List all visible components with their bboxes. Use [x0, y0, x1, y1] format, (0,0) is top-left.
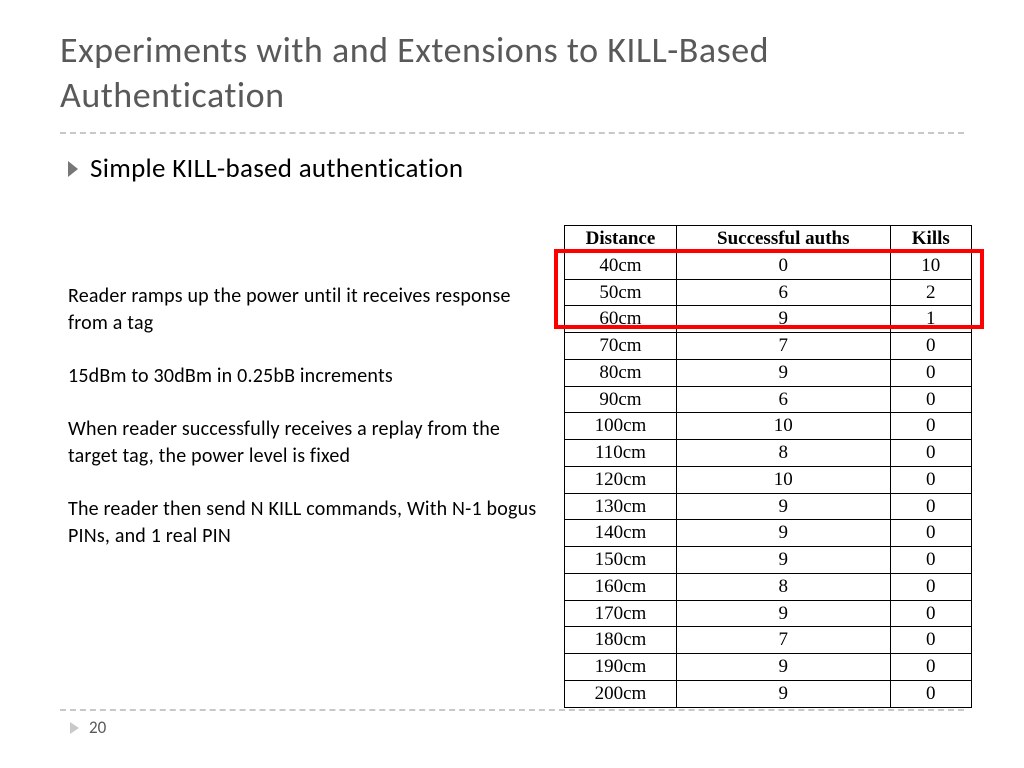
table-row: 70cm70	[565, 333, 972, 360]
bullet-item: Simple KILL-based authentication	[0, 134, 1024, 185]
table-cell: 120cm	[565, 466, 677, 493]
table-cell: 70cm	[565, 333, 677, 360]
table-row: 160cm80	[565, 573, 972, 600]
table-cell: 0	[890, 466, 971, 493]
paragraph-2: 15dBm to 30dBm in 0.25bB increments	[68, 363, 538, 390]
table-cell: 90cm	[565, 386, 677, 413]
table-row: 40cm010	[565, 252, 972, 279]
table-cell: 10	[676, 413, 890, 440]
table-cell: 0	[890, 440, 971, 467]
bullet-text: Simple KILL-based authentication	[90, 152, 463, 185]
table-cell: 0	[890, 573, 971, 600]
table-cell: 80cm	[565, 359, 677, 386]
caret-right-icon	[68, 161, 78, 177]
page-number: 20	[89, 717, 106, 738]
table-cell: 9	[676, 306, 890, 333]
table-row: 170cm90	[565, 600, 972, 627]
table-cell: 100cm	[565, 413, 677, 440]
footer-divider	[60, 709, 964, 711]
table-cell: 0	[890, 520, 971, 547]
col-header-auths: Successful auths	[676, 226, 890, 253]
table-row: 110cm80	[565, 440, 972, 467]
table-cell: 60cm	[565, 306, 677, 333]
table-cell: 10	[890, 252, 971, 279]
table-cell: 180cm	[565, 627, 677, 654]
caret-right-icon	[70, 722, 79, 734]
footer: 20	[0, 709, 1024, 738]
table-cell: 0	[890, 386, 971, 413]
table-cell: 0	[890, 359, 971, 386]
table-cell: 200cm	[565, 680, 677, 707]
table-cell: 0	[890, 413, 971, 440]
table-cell: 0	[890, 680, 971, 707]
table-row: 80cm90	[565, 359, 972, 386]
table-cell: 0	[890, 547, 971, 574]
table-cell: 7	[676, 627, 890, 654]
slide-title: Experiments with and Extensions to KILL-…	[0, 0, 1024, 128]
table-cell: 0	[676, 252, 890, 279]
table-cell: 9	[676, 654, 890, 681]
table-row: 100cm100	[565, 413, 972, 440]
table-cell: 160cm	[565, 573, 677, 600]
table-cell: 6	[676, 279, 890, 306]
table-cell: 6	[676, 386, 890, 413]
table-cell: 40cm	[565, 252, 677, 279]
col-header-distance: Distance	[565, 226, 677, 253]
table-cell: 9	[676, 680, 890, 707]
table-cell: 50cm	[565, 279, 677, 306]
table-row: 150cm90	[565, 547, 972, 574]
table-cell: 10	[676, 466, 890, 493]
table-row: 200cm90	[565, 680, 972, 707]
paragraph-1: Reader ramps up the power until it recei…	[68, 283, 538, 337]
table-row: 90cm60	[565, 386, 972, 413]
table-cell: 9	[676, 600, 890, 627]
table-cell: 170cm	[565, 600, 677, 627]
table-cell: 9	[676, 359, 890, 386]
table-cell: 110cm	[565, 440, 677, 467]
table-cell: 0	[890, 627, 971, 654]
table-cell: 1	[890, 306, 971, 333]
table-row: 130cm90	[565, 493, 972, 520]
table-cell: 8	[676, 440, 890, 467]
col-header-kills: Kills	[890, 226, 971, 253]
table-cell: 2	[890, 279, 971, 306]
paragraph-4: The reader then send N KILL commands, Wi…	[68, 496, 538, 550]
table-cell: 130cm	[565, 493, 677, 520]
paragraph-3: When reader successfully receives a repl…	[68, 416, 538, 470]
table-cell: 0	[890, 493, 971, 520]
table-row: 120cm100	[565, 466, 972, 493]
description-column: Reader ramps up the power until it recei…	[68, 225, 538, 708]
table-cell: 0	[890, 654, 971, 681]
table-cell: 8	[676, 573, 890, 600]
table-cell: 140cm	[565, 520, 677, 547]
table-cell: 0	[890, 333, 971, 360]
table-cell: 7	[676, 333, 890, 360]
table-row: 190cm90	[565, 654, 972, 681]
page-indicator: 20	[0, 717, 1024, 738]
table-row: 50cm62	[565, 279, 972, 306]
table-cell: 9	[676, 520, 890, 547]
table-header-row: Distance Successful auths Kills	[565, 226, 972, 253]
results-table: Distance Successful auths Kills 40cm0105…	[564, 225, 972, 708]
table-row: 140cm90	[565, 520, 972, 547]
content-area: Reader ramps up the power until it recei…	[0, 185, 1024, 708]
table-cell: 9	[676, 493, 890, 520]
table-cell: 150cm	[565, 547, 677, 574]
table-row: 180cm70	[565, 627, 972, 654]
table-row: 60cm91	[565, 306, 972, 333]
table-cell: 9	[676, 547, 890, 574]
table-column: Distance Successful auths Kills 40cm0105…	[538, 225, 984, 708]
table-cell: 190cm	[565, 654, 677, 681]
table-cell: 0	[890, 600, 971, 627]
